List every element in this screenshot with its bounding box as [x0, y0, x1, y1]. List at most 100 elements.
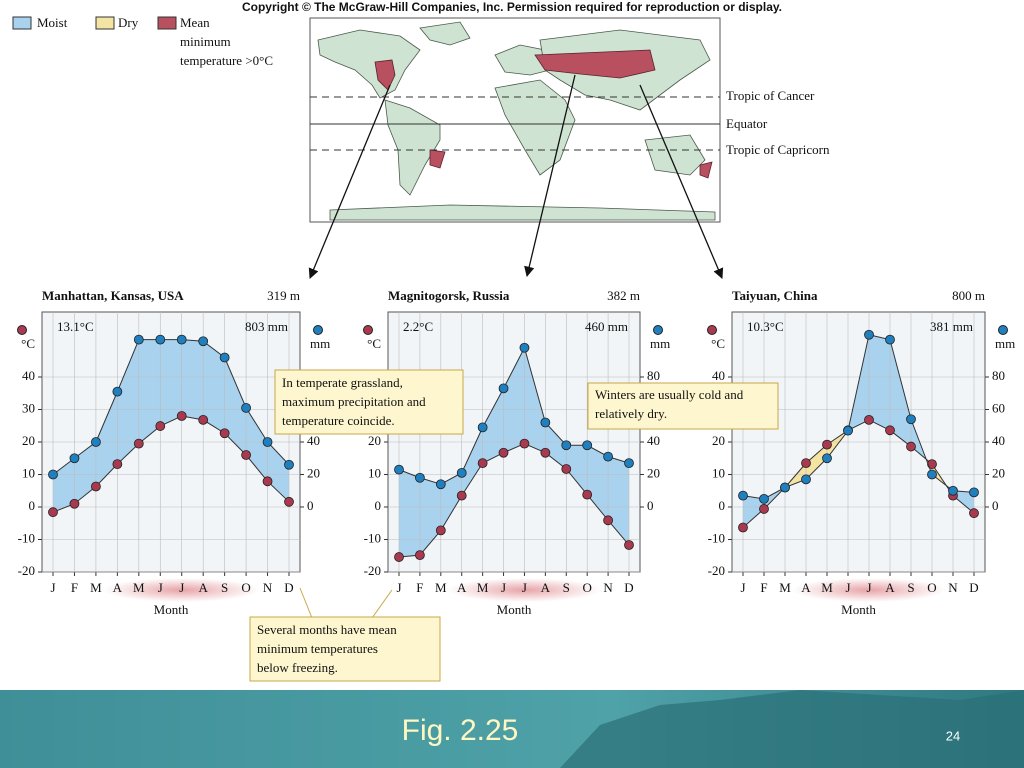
charts: JFMAMJJASOND-20-10010203040020406080Manh…	[17, 288, 1015, 617]
elevation: 800 m	[952, 288, 985, 303]
data-point	[415, 550, 425, 560]
chart-title: Magnitogorsk, Russia	[388, 288, 510, 303]
x-tick-label: A	[457, 580, 467, 595]
precip-key-dot	[998, 325, 1008, 335]
annual-precipitation: 381 mm	[930, 319, 973, 334]
x-tick-label: M	[779, 580, 791, 595]
climate-fill	[869, 334, 890, 431]
data-point	[91, 437, 101, 447]
climate-fill	[953, 490, 974, 514]
legend-swatch	[157, 16, 177, 30]
climate-fill	[419, 477, 441, 556]
data-point	[219, 352, 230, 363]
elevation: 319 m	[267, 288, 300, 303]
data-point	[927, 469, 937, 480]
y-axis-label: °C	[711, 336, 725, 351]
data-point	[969, 487, 979, 498]
data-point	[176, 334, 187, 345]
data-point	[738, 522, 748, 533]
climate-fill	[608, 456, 629, 546]
legend: Moist Dry Mean minimum temperature >0°C	[12, 15, 273, 68]
y-tick-label: 0	[719, 498, 726, 513]
y-tick-label: 40	[712, 368, 725, 383]
y2-tick-label: 20	[647, 465, 660, 480]
climate-fill	[74, 442, 96, 504]
climate-fill	[566, 445, 588, 495]
data-point	[262, 437, 273, 447]
data-point	[801, 458, 811, 469]
x-tick-label: A	[541, 580, 551, 595]
legend-swatch	[95, 16, 115, 30]
data-point	[415, 472, 425, 483]
x-tick-label: A	[113, 580, 123, 595]
legend-label: temperature >0°C	[180, 53, 273, 68]
callout-text: Several months have mean	[257, 622, 397, 637]
x-tick-label: J	[866, 580, 871, 595]
data-point	[582, 440, 593, 451]
callout-box	[274, 369, 464, 435]
data-point	[948, 485, 958, 496]
legend-label: Dry	[118, 15, 139, 30]
data-point	[176, 411, 187, 421]
x-tick-label: M	[435, 580, 447, 595]
data-point	[843, 425, 853, 436]
y-tick-label: 10	[368, 465, 381, 480]
arrows	[308, 74, 724, 279]
data-point	[519, 438, 530, 449]
x-tick-label: M	[133, 580, 145, 595]
data-point	[477, 422, 488, 433]
north-america	[317, 29, 421, 99]
data-point	[885, 334, 895, 345]
climate-fill	[203, 341, 225, 434]
arrow	[308, 84, 391, 279]
africa	[494, 79, 576, 176]
y2-tick-label: 60	[992, 400, 1005, 415]
callouts: In temperate grassland, maximum precipit…	[249, 369, 779, 682]
data-point	[603, 515, 613, 526]
data-point	[540, 447, 551, 458]
data-point	[284, 459, 294, 470]
y-tick-label: -20	[18, 563, 35, 578]
y2-tick-label: 20	[307, 465, 320, 480]
x-tick-label: F	[760, 580, 767, 595]
grassland-region	[699, 161, 713, 179]
data-point	[477, 458, 488, 469]
x-axis-label: Month	[497, 602, 532, 617]
x-tick-label: J	[158, 580, 163, 595]
grassland-region	[534, 49, 656, 79]
precip-key-dot	[313, 325, 323, 335]
x-tick-label: F	[71, 580, 78, 595]
climate-fill	[890, 339, 911, 447]
callout-pointer	[371, 589, 393, 619]
x-tick-label: N	[948, 580, 958, 595]
annual-temperature: 13.1°C	[57, 319, 94, 334]
y2-tick-label: 0	[647, 498, 654, 513]
y2-axis-label: mm	[995, 336, 1015, 351]
month-highlight	[103, 578, 261, 602]
data-point	[241, 450, 251, 460]
callout-text: minimum temperatures	[257, 641, 378, 656]
x-tick-label: J	[396, 580, 401, 595]
climate-fill	[503, 347, 525, 453]
climate-fill	[95, 391, 118, 487]
series-line	[742, 419, 975, 528]
y-tick-label: 0	[375, 498, 382, 513]
y2-axis-label: mm	[650, 336, 670, 351]
climate-fill	[181, 339, 204, 420]
grassland-region	[374, 59, 396, 91]
legend-swatch	[12, 16, 32, 30]
data-point	[48, 507, 58, 518]
x-tick-label: J	[845, 580, 850, 595]
map-line-label: Tropic of Cancer	[726, 88, 815, 103]
temp-key-dot	[363, 325, 373, 335]
data-point	[780, 482, 790, 493]
data-point	[69, 453, 80, 464]
month-highlight	[447, 578, 602, 602]
callout-box	[249, 616, 441, 682]
x-axis-label: Month	[841, 602, 876, 617]
x-tick-label: D	[624, 580, 633, 595]
x-tick-label: S	[563, 580, 570, 595]
data-point	[112, 459, 123, 470]
data-point	[582, 489, 593, 500]
